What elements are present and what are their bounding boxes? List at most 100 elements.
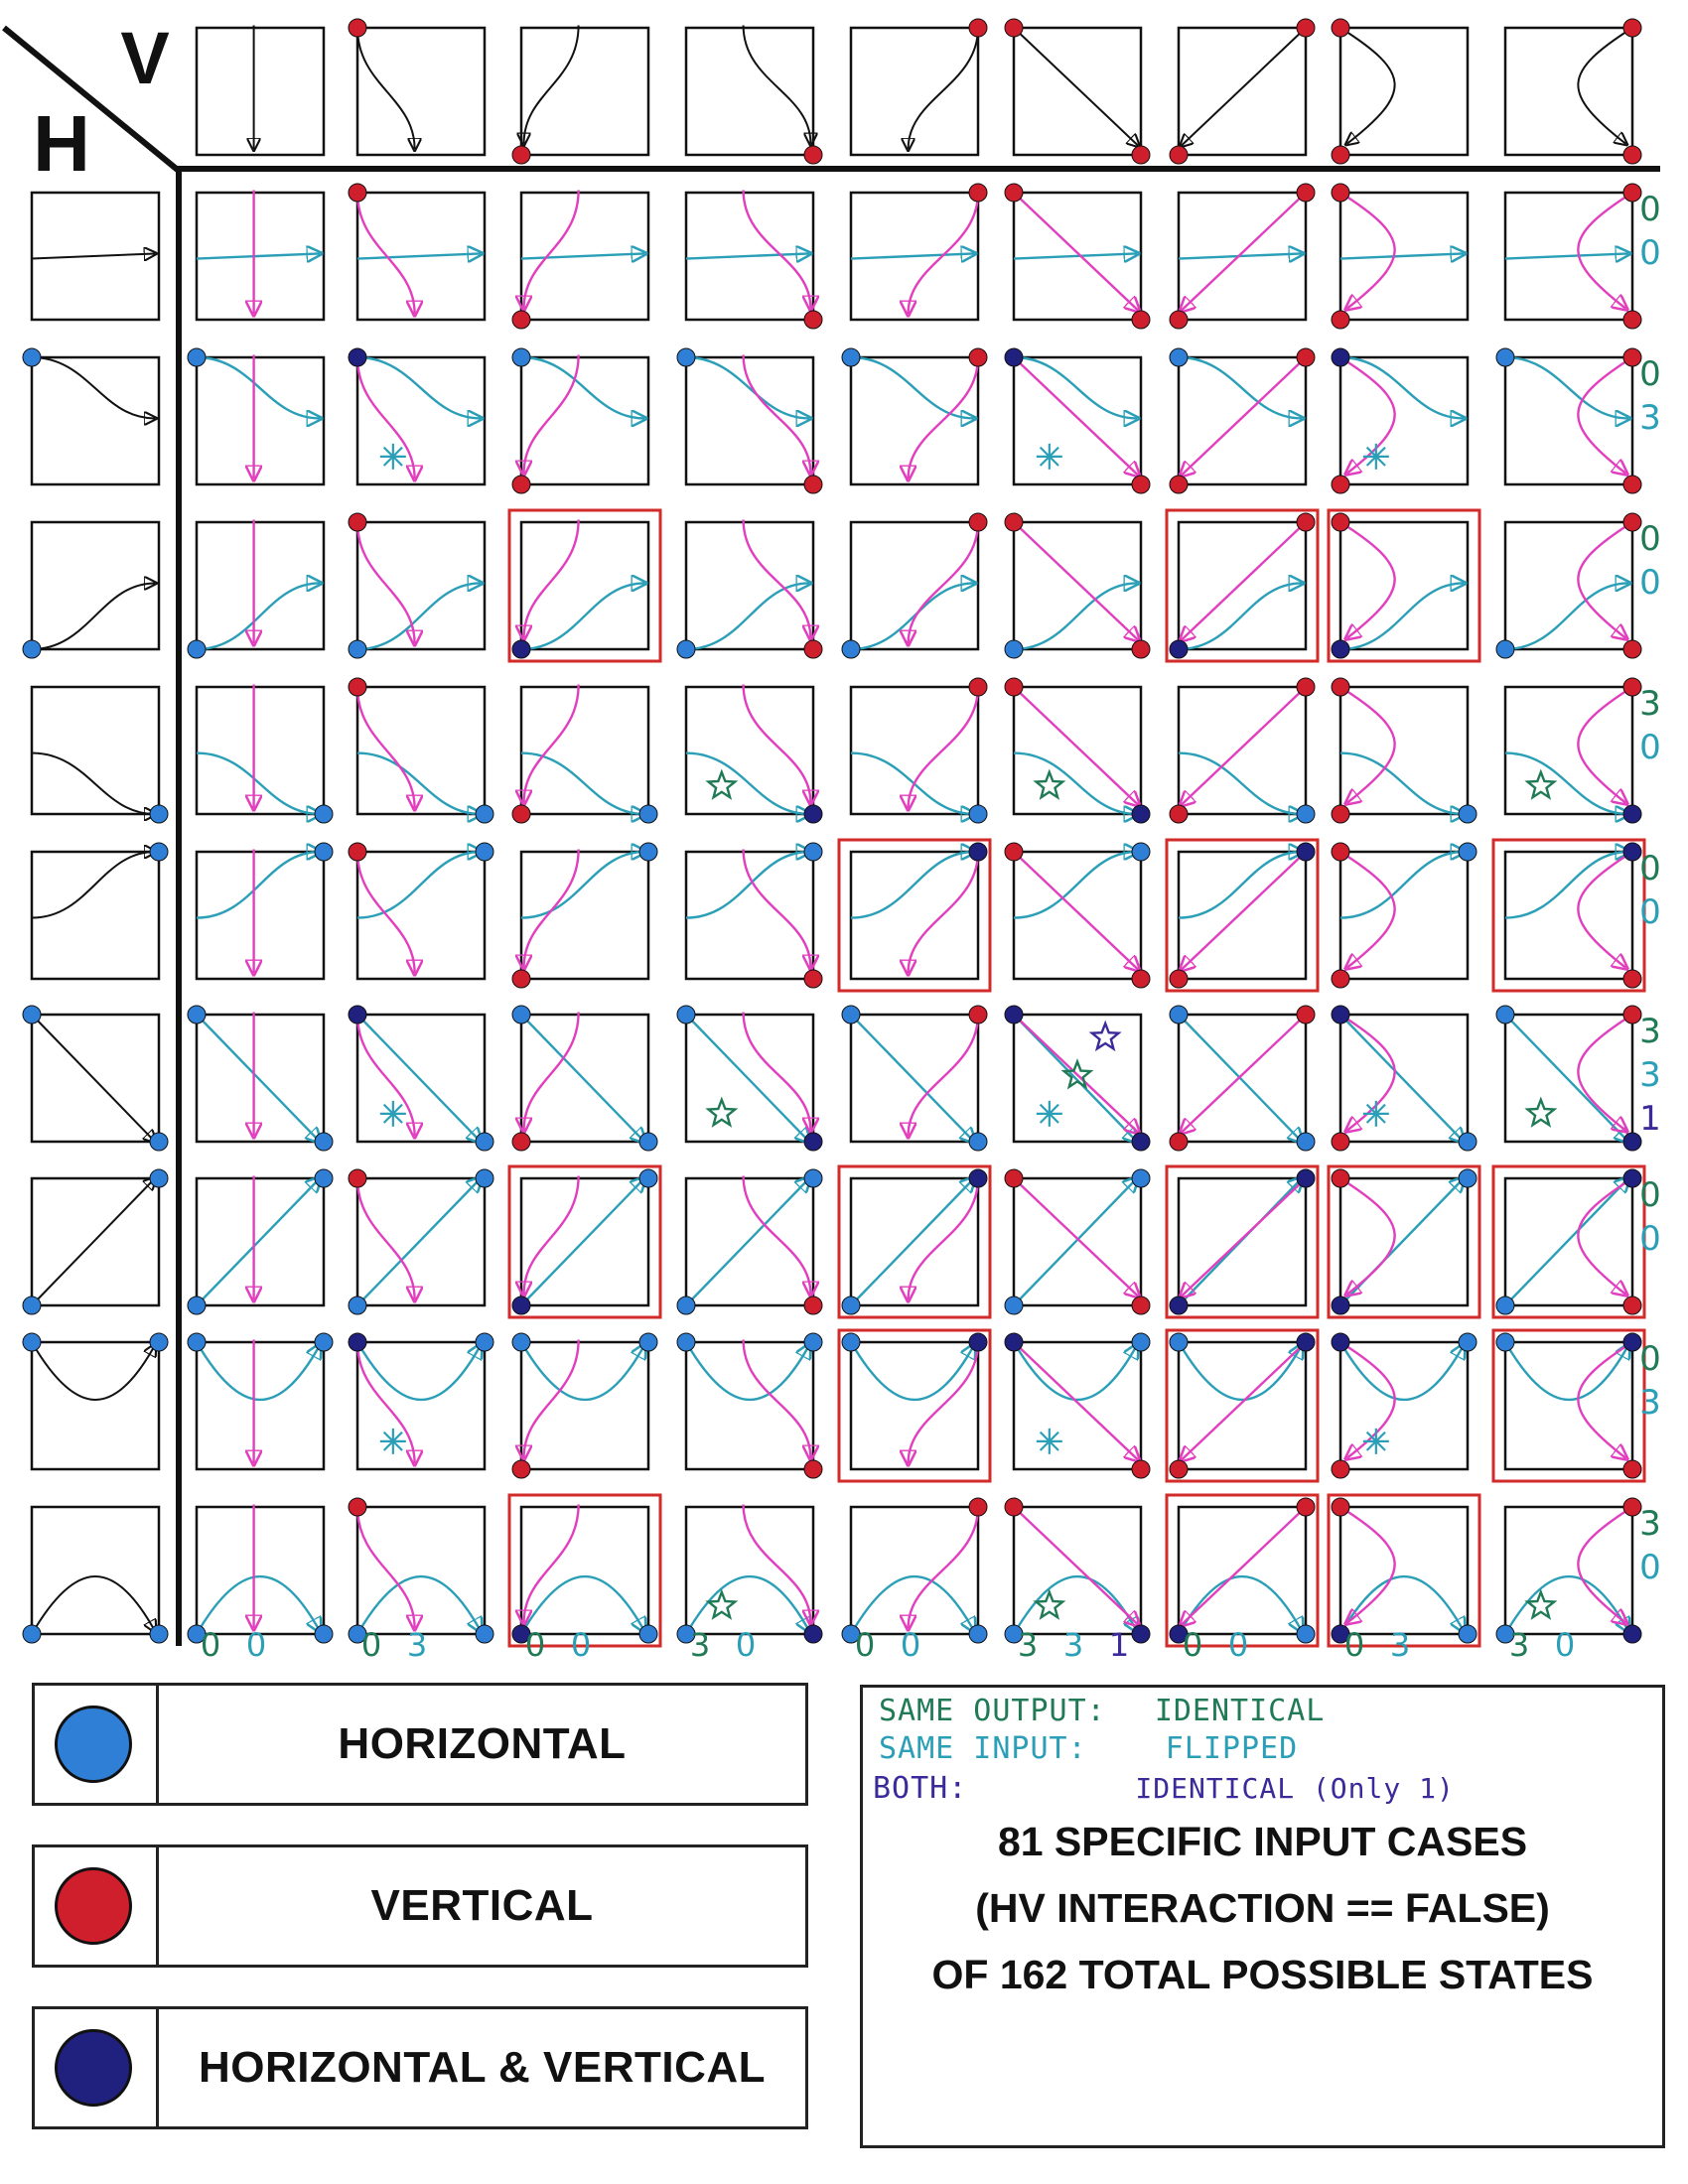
combination-cell xyxy=(355,685,487,816)
vertical-endpoint-dot xyxy=(511,804,531,824)
horizontal-endpoint-dot xyxy=(1458,842,1477,862)
combination-cell xyxy=(684,355,815,486)
horizontal-path-arrow xyxy=(849,1575,974,1634)
combination-cell xyxy=(195,191,326,322)
note-key: SAME OUTPUT: xyxy=(879,1694,1106,1728)
horizontal-path-arrow xyxy=(196,1178,320,1306)
both-endpoint-dot xyxy=(1004,1332,1024,1352)
vertical-path-arrow xyxy=(1013,686,1138,805)
legend-label: VERTICAL xyxy=(370,1881,594,1930)
horizontal-endpoint-dot xyxy=(1169,347,1189,367)
combination-cell xyxy=(519,520,650,651)
horizontal-path-arrow xyxy=(1013,583,1137,651)
vertical-path-arrow xyxy=(909,1014,980,1136)
combination-cell xyxy=(1338,355,1470,486)
combination-cell xyxy=(684,685,815,816)
horizontal-endpoint-dot xyxy=(511,1005,531,1024)
horizontal-endpoint-dot xyxy=(22,1005,42,1024)
both-endpoint-dot xyxy=(1296,1168,1316,1188)
asterisk-stroke xyxy=(1039,446,1059,467)
combination-cell xyxy=(355,355,487,486)
identical-case-highlight xyxy=(507,1164,662,1319)
vertical-path-arrow xyxy=(742,1504,811,1622)
combination-cell xyxy=(355,1505,487,1636)
horizontal-path-arrow xyxy=(850,852,974,919)
both-endpoint-dot xyxy=(511,1624,531,1644)
vertical-endpoint-dot xyxy=(511,310,531,330)
vertical-endpoint-dot xyxy=(1331,969,1350,989)
vertical-path-arrow xyxy=(524,1504,580,1622)
combination-cell xyxy=(195,1505,326,1636)
note-value: IDENTICAL (Only 1) xyxy=(1135,1772,1455,1805)
vertical-endpoint-dot xyxy=(803,310,823,330)
both-endpoint-dot xyxy=(1331,1296,1350,1315)
both-endpoint-dot xyxy=(1169,1624,1189,1644)
vertical-path-arrow xyxy=(1339,520,1396,638)
v-axis-label: V xyxy=(120,17,169,99)
vertical-endpoint-dot xyxy=(1296,1497,1316,1517)
asterisk-mark-icon xyxy=(1362,1428,1389,1454)
identical-case-highlight xyxy=(1165,1328,1320,1483)
vertical-endpoint-dot xyxy=(1331,1132,1350,1152)
combination-cell xyxy=(519,1505,650,1636)
vertical-endpoint-dot xyxy=(1004,1168,1024,1188)
column-count-digit: 0 xyxy=(736,1626,756,1664)
note-key: BOTH: xyxy=(873,1771,968,1806)
horizontal-endpoint-dot xyxy=(149,1168,169,1188)
horizontal-path-arrow xyxy=(520,355,644,418)
combination-cell xyxy=(519,1013,650,1144)
vertical-endpoint-dot xyxy=(511,1132,531,1152)
vertical-endpoint-dot xyxy=(1622,183,1642,203)
combination-cell xyxy=(1503,191,1634,322)
vertical-endpoint-dot xyxy=(1331,1168,1350,1188)
star-mark-icon xyxy=(1524,1588,1558,1620)
both-endpoint-dot xyxy=(1331,347,1350,367)
vertical-endpoint-dot xyxy=(1331,1497,1350,1517)
row-count-digit: 0 xyxy=(1639,190,1661,229)
combination-cell xyxy=(1012,850,1143,981)
horizontal-path-arrow xyxy=(1504,1178,1628,1306)
header-diagonal xyxy=(2,25,181,174)
column-count-digit: 0 xyxy=(901,1626,920,1664)
vertical-endpoint-dot xyxy=(1331,512,1350,532)
combination-cell xyxy=(1177,1505,1308,1636)
column-header-box xyxy=(684,26,815,157)
legend-swatch-cell xyxy=(35,2009,159,2126)
both-endpoint-dot xyxy=(803,1132,823,1152)
horizontal-path-arrow xyxy=(1503,1575,1628,1634)
combination-cell xyxy=(1012,1013,1143,1144)
vertical-path-arrow xyxy=(742,190,811,308)
asterisk-stroke xyxy=(382,1431,403,1451)
horizontal-endpoint-dot xyxy=(1458,1168,1477,1188)
horizontal-dot-icon xyxy=(55,1706,132,1783)
horizontal-path-arrow xyxy=(1504,355,1628,418)
combination-cell xyxy=(684,520,815,651)
vertical-endpoint-dot xyxy=(1622,1005,1642,1024)
vertical-path-arrow xyxy=(1013,851,1138,970)
vertical-path-arrow xyxy=(1182,27,1307,146)
note-key: SAME INPUT: xyxy=(879,1731,1087,1766)
horizontal-endpoint-dot xyxy=(1495,1296,1515,1315)
row-count-digit: 0 xyxy=(1639,233,1661,273)
horizontal-endpoint-dot xyxy=(475,804,494,824)
horizontal-endpoint-dot xyxy=(1296,804,1316,824)
identical-case-highlight xyxy=(1165,838,1320,993)
horizontal-path-arrow xyxy=(1178,852,1302,919)
row-count-digit: 0 xyxy=(1639,849,1661,888)
horizontal-endpoint-dot xyxy=(1004,639,1024,659)
horizontal-path-arrow xyxy=(520,1178,644,1306)
column-header-box xyxy=(355,26,487,157)
horizontal-path-arrow xyxy=(685,1178,809,1306)
vertical-path-arrow xyxy=(1577,1013,1633,1131)
vertical-endpoint-dot xyxy=(348,1497,367,1517)
horizontal-path-arrow xyxy=(355,1575,481,1634)
vertical-path-arrow xyxy=(356,27,415,149)
horizontal-endpoint-dot xyxy=(187,347,207,367)
horizontal-path-arrow xyxy=(31,253,155,258)
horizontal-path-arrow xyxy=(519,1575,644,1634)
combination-cell xyxy=(1503,1340,1634,1471)
vertical-path-arrow xyxy=(1577,1176,1633,1295)
horizontal-path-arrow xyxy=(195,1342,320,1401)
star-mark-icon xyxy=(1088,1020,1122,1052)
vertical-endpoint-dot xyxy=(1622,1296,1642,1315)
